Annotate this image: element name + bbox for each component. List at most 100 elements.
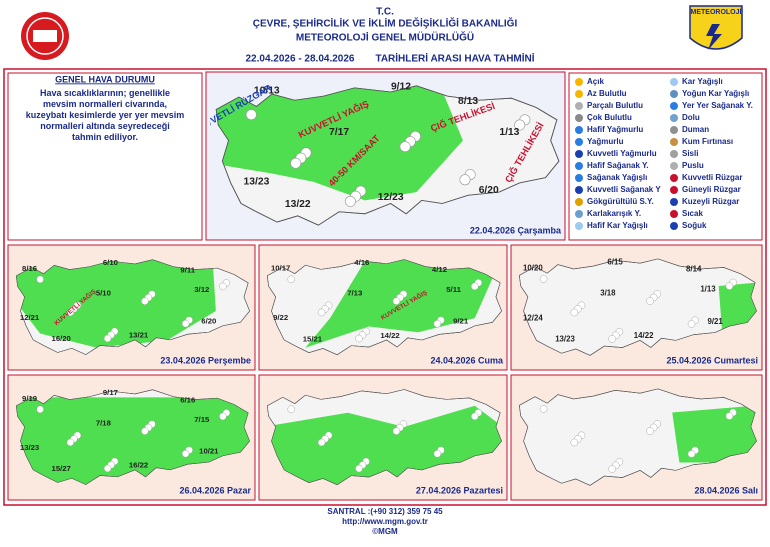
legend-label: Kuzeyli Rüzgar: [682, 197, 739, 206]
temperature: 3/18: [600, 288, 616, 297]
weather-icon: [181, 319, 190, 328]
temperature: 14/22: [634, 331, 654, 340]
temperature: 13/23: [20, 443, 40, 452]
weather-icon: [287, 275, 295, 284]
temperature: 7/13: [347, 288, 363, 297]
legend-icon: [575, 126, 583, 134]
weather-icon: [317, 438, 326, 447]
legend-label: Açık: [587, 77, 604, 86]
map: [518, 388, 757, 486]
legend-label: Az Bulutlu: [587, 89, 627, 98]
general-box: [7, 72, 203, 241]
legend-icon: [575, 174, 583, 182]
legend-label: Soğuk: [682, 221, 707, 230]
weather-icon: [219, 412, 227, 421]
legend-icon: [575, 78, 583, 86]
weather-icon: [539, 405, 548, 413]
weather-icon: [608, 335, 616, 343]
weather-icon: [344, 195, 356, 207]
date-range: 22.04.2026 - 28.04.2026: [246, 54, 355, 65]
legend-icon: [575, 114, 583, 122]
temperature: 7/17: [329, 127, 349, 138]
legend-icon: [575, 210, 583, 218]
temperature: 13/23: [555, 335, 575, 344]
legend-icon: [670, 78, 678, 86]
temperature: 1/13: [700, 285, 716, 294]
temperature: 4/12: [432, 265, 447, 274]
temperature: 9/12: [391, 82, 411, 93]
general-text: Hava sıcaklıklarının; genellikle mevsim n…: [26, 88, 185, 142]
legend-label: Hafif Yağmurlu: [587, 125, 643, 134]
temperature: 15/27: [52, 464, 71, 473]
weather-icon: [66, 438, 75, 447]
temperature: 9/21: [453, 317, 469, 326]
legend-icon: [670, 174, 678, 182]
weather-icon: [355, 334, 363, 343]
footer-url: http://www.mgm.gov.tr: [342, 517, 428, 526]
legend-label: Güneyli Rüzgar: [682, 185, 741, 194]
weather-icon: [646, 297, 654, 305]
ministry: ÇEVRE, ŞEHİRCİLİK VE İKLİM DEĞİŞİKLİĞİ B…: [253, 17, 518, 30]
legend-icon: [575, 222, 583, 230]
legend-label: Gökgürültülü S.Y.: [587, 197, 654, 206]
weather-icon: [245, 109, 257, 121]
weather-icon: [103, 464, 112, 473]
temperature: 10/17: [271, 264, 290, 273]
legend-icon: [670, 222, 678, 230]
footer-phone: SANTRAL :(+90 312) 359 75 45: [327, 507, 443, 516]
legend-icon: [670, 162, 678, 170]
legend-icon: [575, 162, 583, 170]
forecast-title: TARİHLERİ ARASI HAVA TAHMİNİ: [375, 52, 534, 65]
legend-icon: [575, 186, 583, 194]
legend-label: Puslu: [682, 161, 704, 170]
temperature: 6/20: [479, 185, 499, 196]
legend-icon: [670, 102, 678, 110]
legend-label: Parçalı Bulutlu: [587, 101, 643, 110]
weather-icon: [290, 157, 302, 169]
legend-icon: [670, 150, 678, 158]
weather-icon: [570, 438, 579, 447]
frame: [3, 68, 767, 506]
weather-icon: [725, 282, 734, 290]
map-caption: 27.04.2026 Pazartesi: [416, 485, 503, 495]
temperature: 7/15: [194, 415, 210, 424]
legend-label: Kum Fırtınası: [682, 137, 733, 146]
temperature: 1/13: [499, 127, 519, 138]
weather-icon: [392, 297, 401, 305]
temperature: 10/21: [199, 447, 219, 456]
legend-icon: [670, 126, 678, 134]
weather-icon: [433, 319, 442, 328]
weather-icon: [433, 449, 442, 458]
map-caption: 22.04.2026 Çarşamba: [470, 225, 562, 235]
temperature: 15/21: [303, 334, 323, 343]
legend-label: Sağanak Yağışlı: [587, 173, 647, 182]
temperature: 12/23: [378, 192, 404, 203]
map: 10/20 6/15 8/14 3/18 1/13 12/24 9/21 13/23 14/22: [518, 258, 757, 356]
weather-icon: [219, 282, 227, 291]
temperature: 12/24: [523, 313, 543, 322]
temperature: 16/20: [52, 334, 71, 343]
temperature: 14/22: [380, 331, 399, 340]
legend-label: Kuvvetli Rüzgar: [682, 173, 742, 182]
weather-icon: [287, 405, 295, 414]
legend-label: Dolu: [682, 113, 700, 122]
legend-label: Yağmurlu: [587, 137, 624, 146]
forecast-area: [16, 259, 216, 348]
general-heading: GENEL HAVA DURUMU: [55, 74, 155, 84]
temperature: 10/20: [523, 263, 543, 272]
temperature: 9/11: [180, 265, 195, 274]
legend-icon: [670, 90, 678, 98]
map-caption: 25.04.2026 Cumartesi: [666, 355, 758, 365]
legend-label: Kuvvetli Yağmurlu: [587, 149, 657, 158]
map-caption: 23.04.2026 Perşembe: [160, 355, 251, 365]
legend-icon: [670, 210, 678, 218]
legend-label: Yoğun Kar Yağışlı: [682, 89, 749, 98]
map: 10/13 9/12 8/13 1/13 7/17 13/23 13/22 12/23 6/20…: [210, 82, 560, 226]
forecast-area: [216, 85, 463, 201]
weather-icon: [687, 450, 696, 458]
legend-label: Sıcak: [682, 209, 703, 218]
temperature: 13/21: [129, 331, 149, 340]
